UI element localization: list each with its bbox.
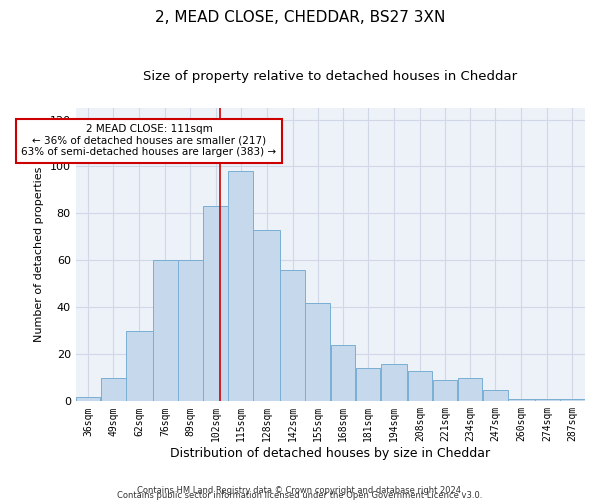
Bar — [560, 399, 585, 402]
Bar — [229, 171, 253, 402]
Bar — [331, 345, 355, 402]
Bar — [535, 399, 560, 402]
Bar — [253, 230, 280, 402]
Bar — [178, 260, 203, 402]
Bar — [126, 331, 152, 402]
Y-axis label: Number of detached properties: Number of detached properties — [34, 167, 44, 342]
Title: Size of property relative to detached houses in Cheddar: Size of property relative to detached ho… — [143, 70, 517, 83]
Bar — [408, 371, 433, 402]
Text: 2, MEAD CLOSE, CHEDDAR, BS27 3XN: 2, MEAD CLOSE, CHEDDAR, BS27 3XN — [155, 10, 445, 25]
Bar — [483, 390, 508, 402]
X-axis label: Distribution of detached houses by size in Cheddar: Distribution of detached houses by size … — [170, 447, 490, 460]
Text: Contains public sector information licensed under the Open Government Licence v3: Contains public sector information licen… — [118, 491, 482, 500]
Bar — [101, 378, 125, 402]
Bar — [356, 368, 380, 402]
Bar — [76, 396, 100, 402]
Text: 2 MEAD CLOSE: 111sqm
← 36% of detached houses are smaller (217)
63% of semi-deta: 2 MEAD CLOSE: 111sqm ← 36% of detached h… — [22, 124, 277, 158]
Bar — [153, 260, 178, 402]
Bar — [508, 399, 535, 402]
Bar — [203, 206, 228, 402]
Bar — [280, 270, 305, 402]
Text: Contains HM Land Registry data © Crown copyright and database right 2024.: Contains HM Land Registry data © Crown c… — [137, 486, 463, 495]
Bar — [458, 378, 482, 402]
Bar — [305, 302, 330, 402]
Bar — [433, 380, 457, 402]
Bar — [381, 364, 407, 402]
